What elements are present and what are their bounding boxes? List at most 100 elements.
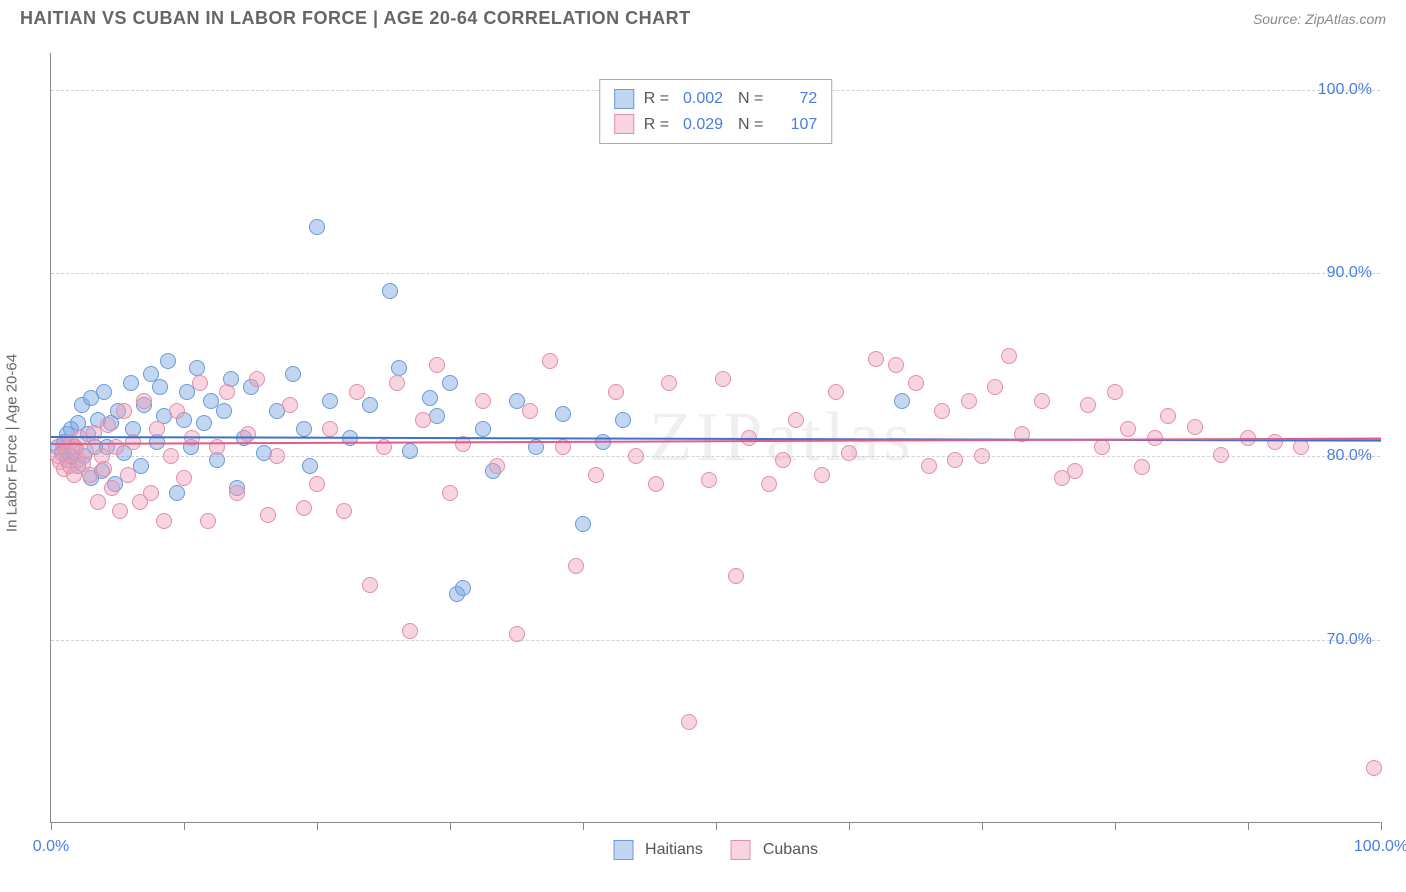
data-point: [475, 421, 491, 437]
data-point: [100, 417, 116, 433]
legend-row: R =0.029 N =107: [614, 112, 818, 138]
x-tick: [1248, 822, 1249, 830]
legend-r-value: 0.029: [675, 112, 723, 138]
data-point: [192, 375, 208, 391]
data-point: [143, 485, 159, 501]
data-point: [156, 513, 172, 529]
x-tick: [317, 822, 318, 830]
data-point: [974, 448, 990, 464]
data-point: [442, 485, 458, 501]
data-point: [96, 461, 112, 477]
legend-r-label: R =: [644, 112, 669, 138]
chart-header: HAITIAN VS CUBAN IN LABOR FORCE | AGE 20…: [0, 0, 1406, 33]
data-point: [296, 421, 312, 437]
data-point: [402, 443, 418, 459]
legend-n-label: N =: [729, 112, 763, 138]
legend-swatch: [613, 840, 633, 860]
data-point: [269, 448, 285, 464]
data-point: [120, 467, 136, 483]
data-point: [1213, 447, 1229, 463]
data-point: [302, 458, 318, 474]
data-point: [1107, 384, 1123, 400]
data-point: [216, 403, 232, 419]
data-point: [1366, 760, 1382, 776]
legend-r-label: R =: [644, 86, 669, 112]
x-tick: [583, 822, 584, 830]
data-point: [362, 577, 378, 593]
data-point: [1120, 421, 1136, 437]
data-point: [947, 452, 963, 468]
data-point: [229, 485, 245, 501]
data-point: [908, 375, 924, 391]
chart-container: In Labor Force | Age 20-64 ZIPatlas 70.0…: [0, 33, 1406, 853]
data-point: [189, 360, 205, 376]
data-point: [828, 384, 844, 400]
data-point: [608, 384, 624, 400]
data-point: [648, 476, 664, 492]
data-point: [841, 445, 857, 461]
data-point: [542, 353, 558, 369]
data-point: [219, 384, 235, 400]
data-point: [149, 421, 165, 437]
data-point: [169, 403, 185, 419]
data-point: [136, 393, 152, 409]
data-point: [163, 448, 179, 464]
legend-r-value: 0.002: [675, 86, 723, 112]
legend-item: Cubans: [731, 840, 818, 860]
data-point: [282, 397, 298, 413]
data-point: [112, 503, 128, 519]
x-tick: [982, 822, 983, 830]
data-point: [1293, 439, 1309, 455]
data-point: [1067, 463, 1083, 479]
data-point: [509, 626, 525, 642]
data-point: [661, 375, 677, 391]
legend-item: Haitians: [613, 840, 703, 860]
data-point: [1160, 408, 1176, 424]
data-point: [322, 421, 338, 437]
legend-swatch: [614, 114, 634, 134]
data-point: [382, 283, 398, 299]
data-point: [152, 379, 168, 395]
data-point: [96, 384, 112, 400]
data-point: [285, 366, 301, 382]
data-point: [1001, 348, 1017, 364]
data-point: [921, 458, 937, 474]
x-tick-label: 0.0%: [33, 838, 69, 856]
data-point: [522, 403, 538, 419]
x-tick: [184, 822, 185, 830]
data-point: [961, 393, 977, 409]
legend-swatch: [614, 89, 634, 109]
data-point: [761, 476, 777, 492]
y-tick-label: 70.0%: [1327, 631, 1372, 649]
data-point: [681, 714, 697, 730]
data-point: [362, 397, 378, 413]
data-point: [775, 452, 791, 468]
data-point: [1080, 397, 1096, 413]
legend-n-value: 107: [769, 112, 817, 138]
data-point: [78, 443, 94, 459]
legend-label: Haitians: [645, 841, 703, 859]
data-point: [987, 379, 1003, 395]
data-point: [1034, 393, 1050, 409]
gridline: [51, 456, 1380, 457]
data-point: [455, 580, 471, 596]
data-point: [422, 390, 438, 406]
data-point: [1267, 434, 1283, 450]
y-tick-label: 100.0%: [1318, 81, 1372, 99]
data-point: [336, 503, 352, 519]
data-point: [888, 357, 904, 373]
data-point: [160, 353, 176, 369]
series-legend: Haitians Cubans: [613, 840, 818, 860]
correlation-legend: R =0.002 N =72R =0.029 N =107: [599, 79, 833, 144]
data-point: [90, 494, 106, 510]
data-point: [349, 384, 365, 400]
data-point: [240, 426, 256, 442]
x-tick: [450, 822, 451, 830]
data-point: [123, 375, 139, 391]
data-point: [133, 458, 149, 474]
data-point: [296, 500, 312, 516]
y-tick-label: 90.0%: [1327, 264, 1372, 282]
y-axis-title: In Labor Force | Age 20-64: [4, 354, 21, 532]
data-point: [701, 472, 717, 488]
data-point: [322, 393, 338, 409]
